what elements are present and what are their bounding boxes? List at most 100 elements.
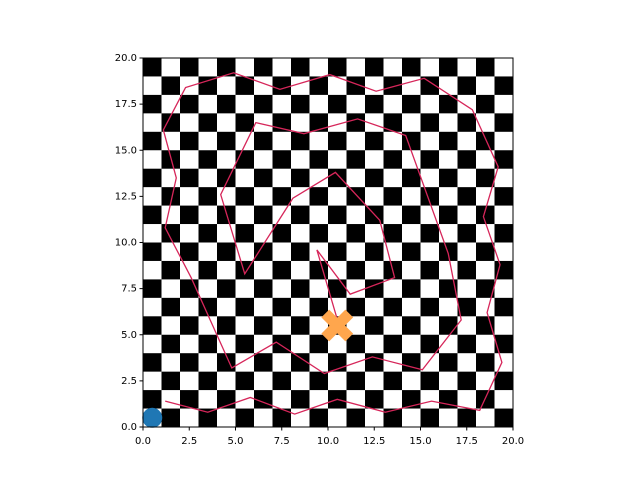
board-cell xyxy=(439,242,458,262)
board-cell xyxy=(457,408,477,428)
board-cell xyxy=(254,168,273,188)
board-cell xyxy=(291,187,310,206)
board-cell xyxy=(346,408,366,428)
board-cell xyxy=(383,187,403,206)
board-cell xyxy=(235,205,255,225)
y-tick-label: 0.0 xyxy=(121,422,137,433)
board-cell xyxy=(161,408,181,428)
board-cell xyxy=(328,242,347,262)
board-cell xyxy=(272,150,292,169)
board-cell xyxy=(476,76,495,96)
x-tick-label: 0.0 xyxy=(135,436,151,447)
board-cell xyxy=(365,371,384,391)
board-cell xyxy=(291,334,310,354)
board-cell xyxy=(161,76,181,96)
board-cell xyxy=(420,58,440,77)
board-cell xyxy=(476,260,495,280)
board-cell xyxy=(383,371,403,391)
board-cell xyxy=(272,279,292,299)
board-cell xyxy=(180,371,199,391)
board-cell xyxy=(198,58,218,77)
board-cell xyxy=(309,58,329,77)
board-cell xyxy=(235,76,255,96)
board-cell xyxy=(439,76,458,96)
board-cell xyxy=(143,131,162,151)
board-cell xyxy=(309,150,329,169)
board-cell xyxy=(457,150,477,169)
board-cell xyxy=(383,316,403,336)
board-cell xyxy=(420,113,440,133)
board-cell xyxy=(198,76,218,96)
board-cell xyxy=(254,371,273,391)
board-cell xyxy=(494,205,514,225)
board-cell xyxy=(420,205,440,225)
x-tick-label: 2.5 xyxy=(181,436,197,447)
board-cell xyxy=(309,279,329,299)
board-cell xyxy=(402,168,421,188)
board-cell xyxy=(439,150,458,169)
board-cell xyxy=(235,408,255,428)
board-cell xyxy=(272,113,292,133)
board-cell xyxy=(309,297,329,317)
board-cell xyxy=(180,390,199,409)
board-cell xyxy=(494,279,514,299)
board-cell xyxy=(402,353,421,372)
board-cell xyxy=(346,168,366,188)
board-cell xyxy=(143,168,162,188)
board-cell xyxy=(291,94,310,114)
board-cell xyxy=(439,279,458,299)
board-cell xyxy=(309,187,329,206)
board-cell xyxy=(309,353,329,372)
board-cell xyxy=(383,242,403,262)
board-cell xyxy=(180,260,199,280)
board-cell xyxy=(328,334,347,354)
board-cell xyxy=(272,316,292,336)
board-cell xyxy=(457,187,477,206)
board-cell xyxy=(309,224,329,243)
board-cell xyxy=(235,371,255,391)
board-cell xyxy=(365,242,384,262)
board-cell xyxy=(291,205,310,225)
board-cell xyxy=(143,297,162,317)
board-cell xyxy=(476,205,495,225)
board-cell xyxy=(161,334,181,354)
board-cell xyxy=(494,297,514,317)
board-cell xyxy=(272,297,292,317)
board-cell xyxy=(180,113,199,133)
board-cell xyxy=(291,316,310,336)
board-cell xyxy=(457,279,477,299)
board-cell xyxy=(198,150,218,169)
board-cell xyxy=(365,187,384,206)
board-cell xyxy=(198,224,218,243)
board-cell xyxy=(476,334,495,354)
board-cell xyxy=(383,58,403,77)
board-cell xyxy=(383,224,403,243)
board-cell xyxy=(402,279,421,299)
board-cell xyxy=(346,279,366,299)
board-cell xyxy=(402,297,421,317)
board-cell xyxy=(365,260,384,280)
board-cell xyxy=(272,131,292,151)
board-cell xyxy=(235,113,255,133)
board-cell xyxy=(365,408,384,428)
board-cell xyxy=(420,353,440,372)
board-cell xyxy=(346,334,366,354)
board-cell xyxy=(457,205,477,225)
board-cell xyxy=(346,150,366,169)
board-cell xyxy=(254,279,273,299)
goal-marker xyxy=(321,309,354,342)
board-cell xyxy=(439,316,458,336)
board-cell xyxy=(235,242,255,262)
board-cell xyxy=(291,113,310,133)
board-cell xyxy=(383,297,403,317)
board-cell xyxy=(439,94,458,114)
board-cell xyxy=(291,76,310,96)
board-cell xyxy=(254,58,273,77)
board-cell xyxy=(143,58,162,77)
board-cell xyxy=(439,131,458,151)
board-cell xyxy=(198,334,218,354)
board-cell xyxy=(420,316,440,336)
board-cell xyxy=(217,150,236,169)
x-tick-label: 12.5 xyxy=(363,436,385,447)
